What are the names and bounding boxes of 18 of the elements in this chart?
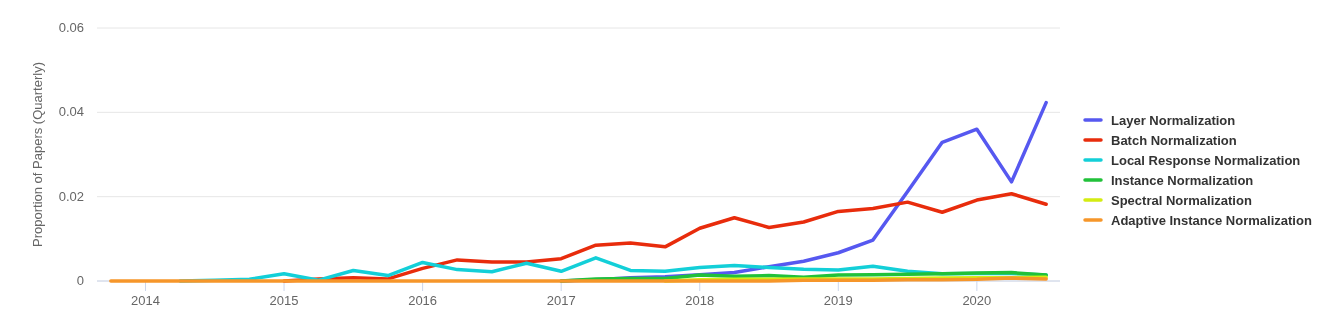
y-tick-label: 0	[76, 273, 84, 288]
y-tick-label: 0.02	[58, 188, 84, 204]
x-tick-label: 2014	[131, 293, 160, 308]
legend-label: Local Response Normalization	[1111, 153, 1301, 168]
x-tick-label: 2016	[408, 293, 438, 308]
x-tick-label: 2019	[823, 293, 853, 308]
x-tick-label: 2015	[269, 293, 299, 308]
y-tick-label: 0.06	[58, 20, 84, 35]
y-axis-title: Proportion of Papers (Quarterly)	[30, 62, 45, 247]
legend-label: Spectral Normalization	[1111, 193, 1252, 208]
x-tick-label: 2017	[546, 293, 576, 308]
legend-label: Adaptive Instance Normalization	[1111, 213, 1312, 228]
x-tick-label: 2018	[685, 293, 715, 308]
x-tick-label: 2020	[962, 293, 992, 308]
legend-label: Instance Normalization	[1111, 173, 1254, 188]
y-tick-label: 0.04	[58, 104, 84, 120]
legend-label: Batch Normalization	[1111, 133, 1237, 148]
legend-label: Layer Normalization	[1111, 113, 1236, 128]
